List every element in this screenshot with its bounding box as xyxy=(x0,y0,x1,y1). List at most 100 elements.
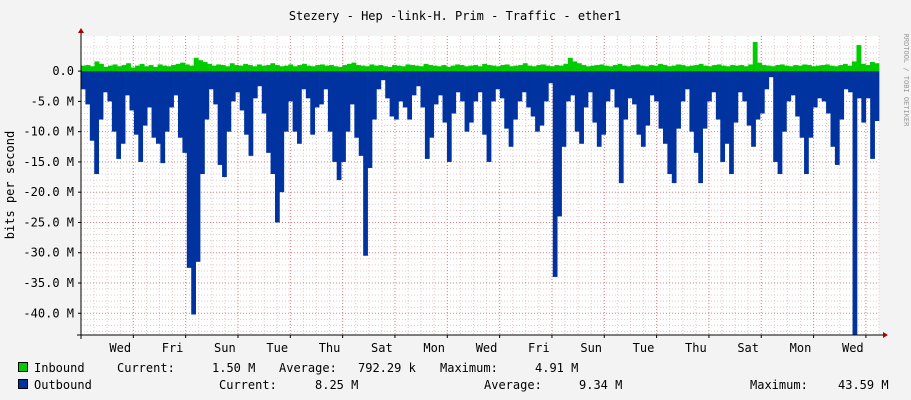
inbound-bar xyxy=(315,65,321,72)
inbound-bar xyxy=(486,65,492,72)
outbound-bar xyxy=(204,71,210,120)
outbound-bar xyxy=(138,71,144,162)
inbound-bar xyxy=(689,65,695,72)
outbound-bar xyxy=(402,71,408,108)
outbound-bar xyxy=(323,71,329,90)
inbound-bar xyxy=(531,66,537,72)
inbound-bar xyxy=(99,63,104,72)
outbound-bar xyxy=(649,71,655,96)
outbound-bar xyxy=(345,71,351,132)
inbound-bar xyxy=(468,65,474,72)
outbound-bar xyxy=(543,71,549,102)
outbound-bar xyxy=(605,71,611,102)
outbound-bar xyxy=(596,71,602,147)
outbound-bar xyxy=(297,71,302,144)
outbound-bar xyxy=(592,71,598,123)
inbound-bar xyxy=(378,65,384,72)
inbound-bar xyxy=(283,65,289,72)
inbound-bar xyxy=(261,65,267,72)
y-tick-label: -15.0 M xyxy=(23,155,74,169)
inbound-bar xyxy=(405,64,411,72)
outbound-bar xyxy=(693,71,699,153)
outbound-bar xyxy=(301,71,307,90)
inbound-bar xyxy=(103,66,109,72)
outbound-bar xyxy=(341,71,346,162)
outbound-bar xyxy=(557,71,562,217)
outbound-bar xyxy=(751,71,756,147)
inbound-bar xyxy=(319,64,325,72)
outbound-bar xyxy=(548,71,554,84)
inbound-bar xyxy=(229,63,235,72)
inbound-bar xyxy=(396,65,402,72)
outbound-bar xyxy=(565,71,571,102)
outbound-bar xyxy=(521,71,527,93)
inbound-bar xyxy=(360,65,366,72)
inbound-bar xyxy=(428,65,434,72)
inbound-bar xyxy=(126,63,131,72)
inbound-bar xyxy=(459,65,465,72)
inbound-bar xyxy=(437,66,443,72)
outbound-bar xyxy=(416,71,421,87)
outbound-bar xyxy=(865,71,871,99)
outbound-bar xyxy=(169,71,174,108)
y-tick-label: 0.0 xyxy=(52,64,74,78)
inbound-bar xyxy=(775,65,781,72)
outbound-name: Outbound xyxy=(34,378,92,392)
outbound-bar xyxy=(292,71,298,132)
outbound-series xyxy=(81,71,880,336)
outbound-bar xyxy=(804,71,809,175)
outbound-bar xyxy=(508,71,514,147)
inbound-bar xyxy=(838,65,844,72)
outbound-bar xyxy=(107,71,113,102)
outbound-bar xyxy=(455,71,461,93)
outbound-bar xyxy=(759,71,765,114)
inbound-bar xyxy=(90,66,95,72)
outbound-bar xyxy=(839,71,845,120)
inbound-bar xyxy=(766,65,772,72)
outbound-bar xyxy=(270,71,276,175)
outbound-bar xyxy=(777,71,783,175)
outbound-bar xyxy=(133,71,139,135)
outbound-bar xyxy=(464,71,470,132)
outbound-bar xyxy=(398,71,404,102)
inbound-bar xyxy=(337,66,343,72)
outbound-bar xyxy=(173,71,179,96)
inbound-name: Inbound xyxy=(34,361,85,375)
inbound-bar xyxy=(292,66,298,72)
outbound-bar xyxy=(848,71,853,93)
x-axis-arrow xyxy=(883,332,888,338)
outbound-bar xyxy=(191,71,196,315)
outbound-bar xyxy=(539,71,545,126)
inbound-bar xyxy=(135,65,140,72)
inbound-bar xyxy=(482,63,488,72)
y-tick-label: -20.0 M xyxy=(23,185,74,199)
outbound-bar xyxy=(451,71,457,114)
outbound-bar xyxy=(799,71,805,138)
outbound-bar xyxy=(103,71,108,93)
inbound-bar xyxy=(310,66,316,72)
inbound-bar xyxy=(202,62,208,72)
outbound-bar xyxy=(239,71,245,111)
inbound-bar xyxy=(567,57,573,72)
outbound-bar xyxy=(517,71,523,102)
y-axis-label: bits per second xyxy=(3,131,17,239)
outbound-bar xyxy=(768,71,774,78)
outbound-bar xyxy=(164,71,170,132)
outbound-bar xyxy=(689,71,695,132)
x-tick-label: Sat xyxy=(371,341,393,355)
outbound-bar xyxy=(477,71,483,93)
outbound-bar xyxy=(376,71,382,90)
inbound-bar xyxy=(680,65,686,72)
outbound-bar xyxy=(305,71,311,99)
inbound-bar xyxy=(351,62,357,72)
inbound-bar xyxy=(243,63,249,72)
inbound-bar xyxy=(383,66,388,72)
outbound-bar xyxy=(826,71,831,114)
inbound-bar xyxy=(653,65,659,72)
outbound-bar xyxy=(737,71,743,93)
inbound-bar xyxy=(788,66,794,72)
outbound-bar xyxy=(662,71,668,144)
inbound-bar xyxy=(464,66,470,72)
inbound-bar xyxy=(820,65,826,72)
